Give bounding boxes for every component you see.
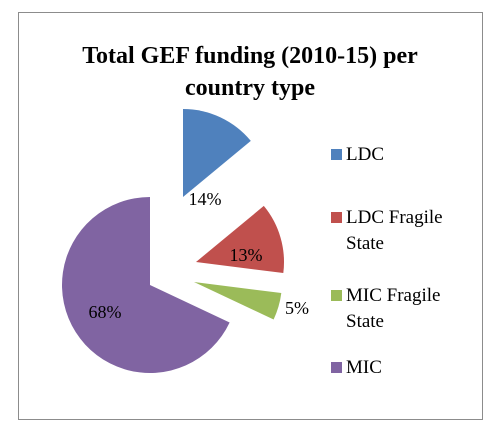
legend-label: LDC bbox=[346, 144, 384, 165]
legend-label: MIC Fragile State bbox=[346, 285, 441, 332]
pie-slice bbox=[196, 205, 284, 274]
legend-swatch bbox=[331, 212, 342, 223]
data-label: 13% bbox=[230, 245, 263, 265]
data-label: 5% bbox=[285, 298, 309, 318]
pie-slice bbox=[194, 282, 282, 320]
legend-label: MIC bbox=[346, 357, 382, 378]
chart-title: Total GEF funding (2010-15) per country … bbox=[82, 43, 418, 101]
legend-swatch bbox=[331, 362, 342, 373]
pie-slice bbox=[183, 109, 251, 197]
data-label: 14% bbox=[189, 189, 222, 209]
legend-swatch bbox=[331, 149, 342, 160]
data-label: 68% bbox=[89, 302, 122, 322]
pie-slice bbox=[62, 197, 230, 374]
legend-swatch bbox=[331, 290, 342, 301]
legend-label: LDC Fragile State bbox=[346, 207, 443, 254]
